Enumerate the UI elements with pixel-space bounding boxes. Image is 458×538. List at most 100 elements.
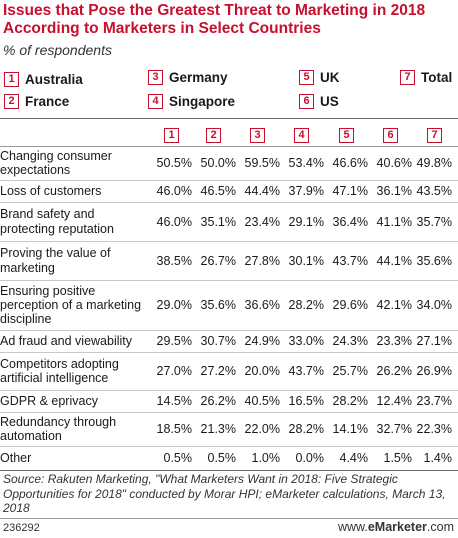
table-row: Brand safety and protecting reputation 46… [0,202,458,241]
table-cell: 22.0% [244,422,280,436]
legend-divider [0,118,458,119]
chart-id: 236292 [3,522,40,534]
table-cell: 53.4% [288,156,324,171]
header-divider [0,146,458,147]
legend-item-france: 2 France [4,94,69,109]
brand-suffix: .com [426,520,454,534]
table-cell: 33.0% [288,334,324,348]
legend-label: US [320,94,339,109]
row-label: Ensuring positive perception of a market… [0,283,142,327]
column-header-row: 1 2 3 4 5 6 7 [0,128,458,146]
legend-badge: 2 [4,94,19,109]
table-cell: 44.1% [376,253,412,268]
legend-badge: 3 [148,70,163,85]
table-cell: 42.1% [376,298,412,312]
legend-item-total: 7 Total [400,70,452,85]
table-cell: 26.9% [416,364,452,378]
brand-prefix: www. [337,520,368,534]
table-cell: 50.5% [156,156,192,171]
table-cell: 4.4% [339,451,369,465]
column-badge: 5 [339,128,354,143]
table-cell: 12.4% [376,394,412,408]
table-cell: 47.1% [332,184,368,198]
table-cell: 23.7% [416,394,452,408]
legend-label: Singapore [169,94,236,109]
table-cell: 27.8% [244,253,280,268]
column-badge: 7 [427,128,442,143]
row-label: GDPR & eprivacy [0,393,98,408]
legend-item-australia: 1 Australia [4,72,83,87]
table-row: Competitors adopting artificial intellig… [0,352,458,390]
table-cell: 14.5% [156,394,192,408]
legend-label: UK [320,70,340,85]
legend-item-singapore: 4 Singapore [148,94,235,109]
table-cell: 28.2% [288,298,324,312]
table-cell: 29.6% [332,298,368,312]
table-cell: 26.2% [376,364,412,378]
table-cell: 43.7% [332,253,368,268]
table-cell: 1.0% [251,451,281,465]
table-cell: 27.1% [416,334,452,348]
row-label: Redundancy through automation [0,414,117,443]
table-cell: 29.5% [156,334,192,348]
table-cell: 20.0% [244,364,280,378]
table-cell: 38.5% [156,253,192,268]
column-badge: 1 [164,128,179,143]
table-cell: 37.9% [288,184,324,198]
table-cell: 35.6% [200,298,236,312]
table-cell: 0.5% [163,451,193,465]
table-cell: 36.1% [376,184,412,198]
row-label: Loss of customers [0,183,102,198]
table-row: Changing consumer expectations 50.5% 50.0%… [0,147,458,180]
table-cell: 34.0% [416,298,452,312]
legend-item-us: 6 US [299,94,339,109]
table-cell: 26.2% [200,394,236,408]
table-cell: 41.1% [376,214,412,229]
table-cell: 46.5% [200,184,236,198]
table-cell: 27.2% [200,364,236,378]
table-cell: 46.0% [156,214,192,229]
table-cell: 29.1% [288,214,324,229]
chart-subtitle: % of respondents [3,42,112,58]
table-cell: 36.6% [244,298,280,312]
column-badge: 3 [250,128,265,143]
table-cell: 30.7% [200,334,236,348]
table-cell: 36.4% [332,214,368,229]
legend-label: France [25,94,70,109]
column-badge: 4 [294,128,309,143]
table-cell: 30.1% [288,253,324,268]
column-badge: 2 [206,128,221,143]
source-note: Source: Rakuten Marketing, "What Markete… [3,472,446,515]
table-row: Other 0.5% 0.5% 1.0% 0.0% 4.4% 1.5% 1.4% [0,446,458,470]
column-badge: 6 [383,128,398,143]
table-cell: 21.3% [200,422,236,436]
table-cell: 28.2% [288,422,324,436]
row-label: Proving the value of marketing [0,246,111,275]
table-row: Proving the value of marketing 38.5% 26.7%… [0,241,458,280]
brand-name: eMarketer [367,520,427,534]
row-label: Other [0,450,32,465]
table-cell: 28.2% [332,394,368,408]
table-cell: 24.9% [244,334,280,348]
table-cell: 59.5% [244,156,280,171]
table-cell: 43.7% [288,364,324,378]
table-cell: 46.6% [332,156,368,171]
table-row: Loss of customers 46.0% 46.5% 44.4% 37.9% 47.… [0,180,458,202]
legend-label: Germany [169,70,228,85]
legend-label: Total [421,70,453,85]
data-table: Changing consumer expectations 50.5% 50.0%… [0,147,458,471]
legend: 1 Australia 2 France 3 Germany 4 Singapo… [4,70,454,112]
table-cell: 0.5% [207,451,237,465]
table-row: Ensuring positive perception of a market… [0,280,458,330]
table-cell: 22.3% [416,422,452,436]
legend-badge: 6 [299,94,314,109]
chart-title: Issues that Pose the Greatest Threat to … [3,2,426,37]
table-row: GDPR & eprivacy 14.5% 26.2% 40.5% 16.5% 28.2%… [0,390,458,412]
table-cell: 1.4% [423,451,453,465]
table-cell: 49.8% [416,156,452,171]
table-cell: 25.7% [332,364,368,378]
legend-badge: 7 [400,70,415,85]
table-cell: 44.4% [244,184,280,198]
table-cell: 46.0% [156,184,192,198]
legend-badge: 1 [4,72,19,87]
